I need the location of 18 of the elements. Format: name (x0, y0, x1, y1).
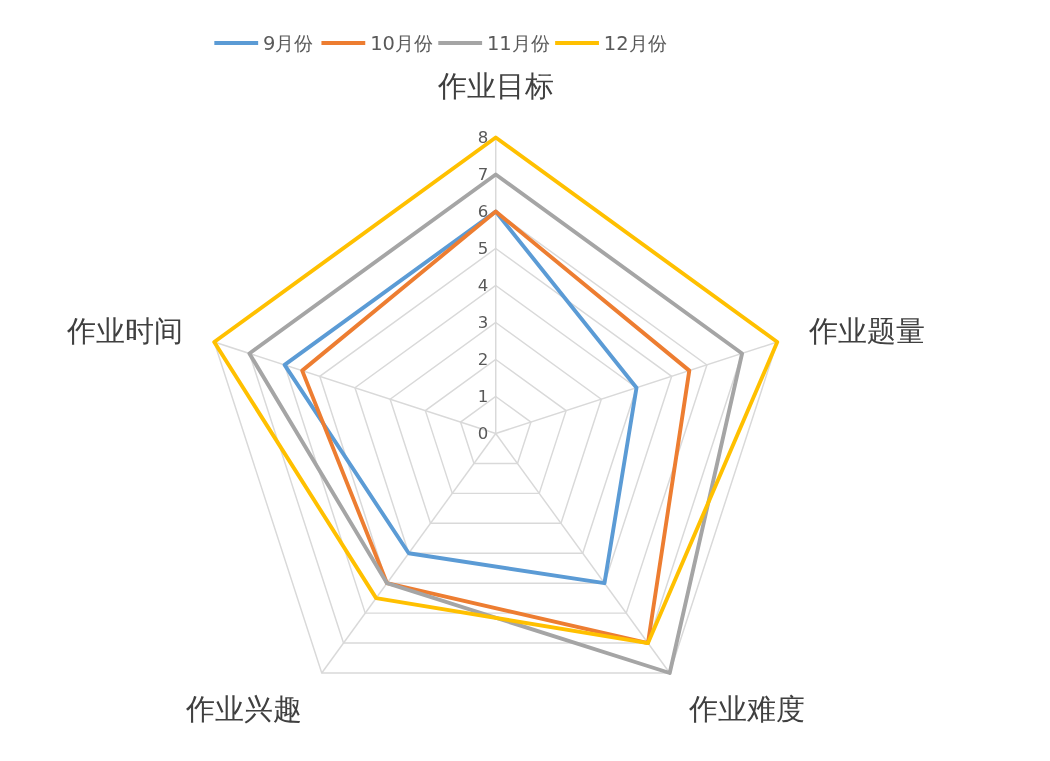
y-tick-label: 6 (477, 202, 489, 222)
y-tick-label: 8 (477, 128, 489, 147)
y-tick-label: 4 (477, 276, 489, 296)
y-tick-label: 2 (477, 350, 489, 370)
spoke-label: 作业时间 (65, 314, 183, 349)
spoke-label: 作业题量 (807, 314, 925, 349)
y-tick-label: 5 (477, 239, 489, 259)
y-tick-label: 0 (477, 424, 489, 444)
spoke-label: 作业兴趣 (185, 692, 303, 727)
spoke-label: 作业目标 (436, 69, 554, 104)
legend-label: 10月份 (370, 31, 433, 55)
legend-label: 11月份 (486, 31, 550, 55)
spoke-label: 作业难度 (688, 692, 806, 727)
y-tick-label: 1 (477, 387, 489, 407)
legend-label: 12月份 (603, 31, 667, 55)
y-tick-label: 7 (477, 165, 489, 185)
y-tick-label: 3 (477, 313, 489, 333)
legend-label: 9月份 (263, 31, 314, 55)
